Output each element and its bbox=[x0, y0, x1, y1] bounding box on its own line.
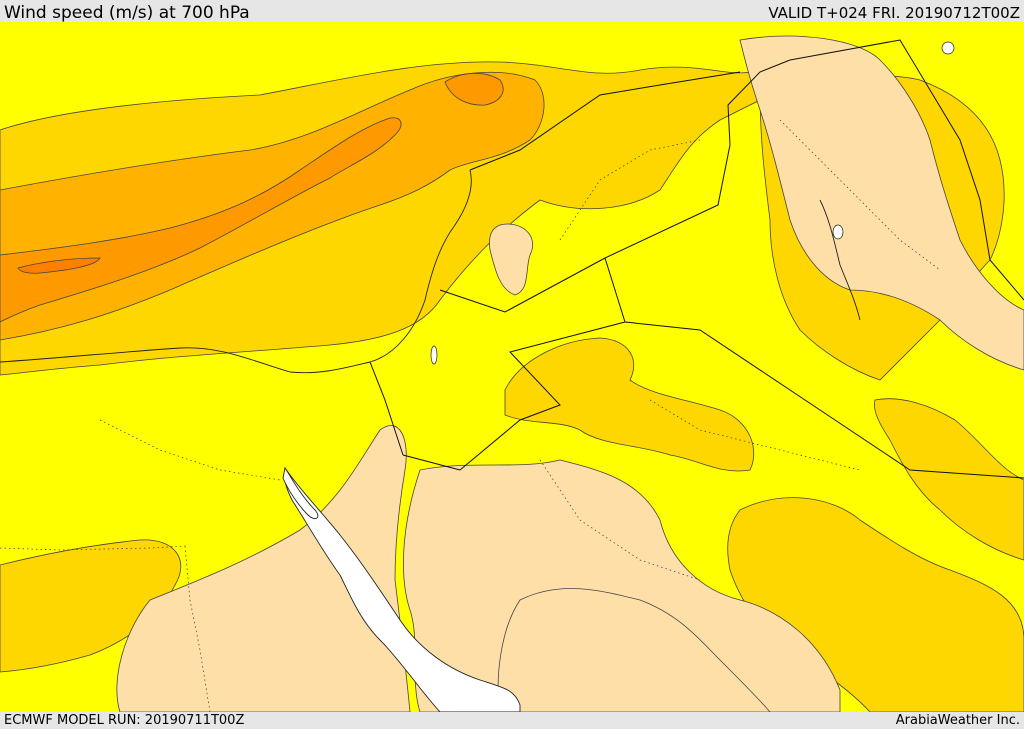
tan-band-jordan-patch bbox=[489, 223, 533, 296]
highest-band-jet bbox=[17, 257, 101, 274]
gold-band-central bbox=[504, 337, 754, 472]
dead-sea bbox=[430, 345, 438, 365]
lake-north bbox=[941, 41, 955, 55]
wind-speed-map[interactable] bbox=[0, 22, 1024, 712]
admin-borders bbox=[0, 119, 941, 712]
tan-band-saudi-south bbox=[497, 588, 771, 712]
map-title: Wind speed (m/s) at 700 hPa bbox=[4, 3, 250, 23]
country-borders bbox=[369, 39, 1024, 479]
high-band-north bbox=[444, 73, 504, 106]
credit: ArabiaWeather Inc. bbox=[895, 713, 1020, 728]
high-band-jet bbox=[0, 117, 402, 323]
gulf-coastline bbox=[819, 199, 861, 321]
tan-band-arabia-east bbox=[739, 35, 1024, 371]
tan-band-egypt bbox=[116, 425, 411, 712]
lake-small bbox=[832, 224, 844, 240]
valid-time: VALID T+024 FRI. 20190712T00Z bbox=[768, 4, 1020, 22]
header-bar: Wind speed (m/s) at 700 hPa VALID T+024 … bbox=[0, 0, 1024, 23]
footer-bar: ECMWF MODEL RUN: 20190711T00Z ArabiaWeat… bbox=[0, 712, 1024, 729]
mediterranean-coastline bbox=[0, 169, 472, 374]
red-sea bbox=[283, 466, 521, 712]
gold-band-northwest bbox=[0, 61, 801, 376]
gulf-of-suez bbox=[282, 466, 319, 520]
gold-band-east bbox=[873, 398, 1024, 561]
model-run: ECMWF MODEL RUN: 20190711T00Z bbox=[4, 713, 245, 728]
gold-band-southwest bbox=[0, 539, 182, 673]
